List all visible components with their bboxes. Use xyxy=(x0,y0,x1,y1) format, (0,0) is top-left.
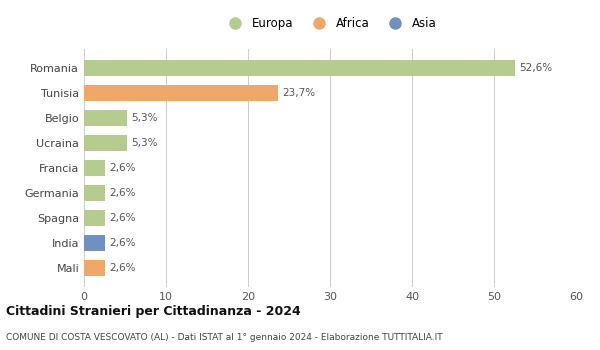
Text: Cittadini Stranieri per Cittadinanza - 2024: Cittadini Stranieri per Cittadinanza - 2… xyxy=(6,304,301,317)
Bar xyxy=(84,235,106,251)
Bar xyxy=(84,185,106,201)
Text: 23,7%: 23,7% xyxy=(283,88,316,98)
Text: 2,6%: 2,6% xyxy=(109,238,136,248)
Bar xyxy=(84,110,127,126)
Text: 5,3%: 5,3% xyxy=(131,113,158,123)
Bar xyxy=(84,85,278,101)
Text: 2,6%: 2,6% xyxy=(109,263,136,273)
Text: 2,6%: 2,6% xyxy=(109,213,136,223)
Legend: Europa, Africa, Asia: Europa, Africa, Asia xyxy=(218,12,442,35)
Text: 5,3%: 5,3% xyxy=(131,138,158,148)
Bar xyxy=(84,210,106,226)
Text: 52,6%: 52,6% xyxy=(520,63,553,73)
Text: 2,6%: 2,6% xyxy=(109,188,136,198)
Text: 2,6%: 2,6% xyxy=(109,163,136,173)
Text: COMUNE DI COSTA VESCOVATO (AL) - Dati ISTAT al 1° gennaio 2024 - Elaborazione TU: COMUNE DI COSTA VESCOVATO (AL) - Dati IS… xyxy=(6,332,443,342)
Bar xyxy=(84,160,106,176)
Bar xyxy=(84,60,515,76)
Bar xyxy=(84,260,106,276)
Bar xyxy=(84,135,127,151)
